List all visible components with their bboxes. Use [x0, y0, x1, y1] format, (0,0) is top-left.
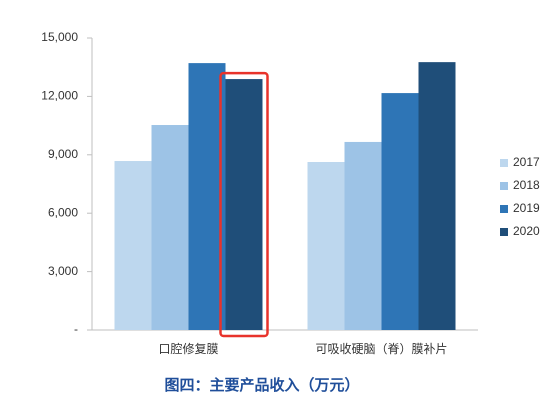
legend-swatch: [500, 182, 508, 190]
legend-swatch: [500, 205, 508, 213]
bar: [381, 93, 419, 330]
bar: [225, 79, 263, 330]
bar: [344, 141, 382, 330]
legend-label: 2020: [513, 224, 540, 238]
y-tick-label: 9,000: [48, 147, 78, 161]
y-tick-label: -: [74, 322, 78, 336]
legend-swatch: [500, 159, 508, 167]
y-tick-label: 3,000: [48, 264, 78, 278]
chart-title: 图四：主要产品收入（万元）: [164, 376, 359, 394]
legend-swatch: [500, 228, 508, 236]
highlight-box: [219, 71, 269, 338]
x-tick-label: 口腔修复膜: [158, 341, 218, 356]
y-tick-label: 12,000: [41, 89, 78, 103]
bar: [151, 125, 189, 331]
bar: [418, 62, 456, 330]
legend-label: 2018: [513, 178, 540, 192]
bar: [307, 162, 345, 330]
bar: [114, 161, 152, 330]
y-tick-label: 15,000: [41, 30, 78, 44]
legend-label: 2019: [513, 201, 540, 215]
y-tick-label: 6,000: [48, 205, 78, 219]
legend-label: 2017: [513, 155, 540, 169]
x-tick-label: 可吸收硬脑（脊）膜补片: [315, 342, 447, 356]
